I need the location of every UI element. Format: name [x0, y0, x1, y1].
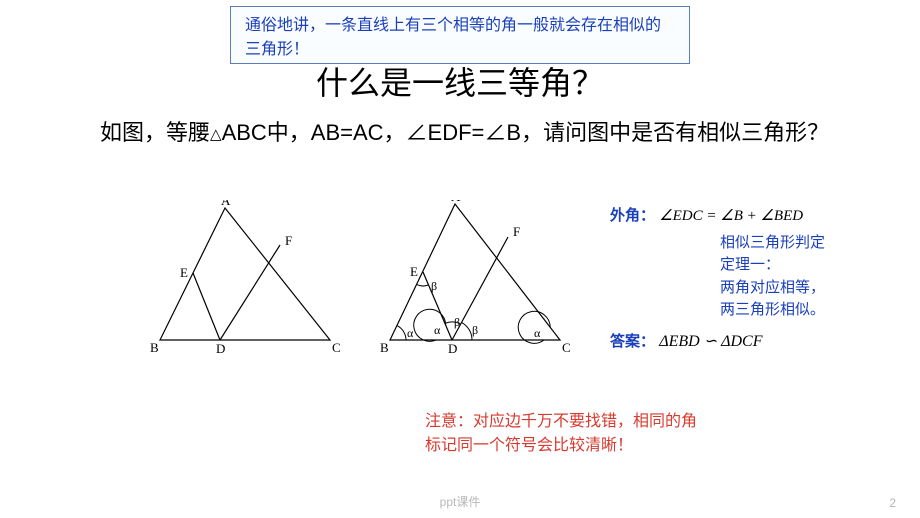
svg-text:F: F: [513, 224, 520, 239]
body-prefix: 如图，等腰: [100, 120, 210, 145]
svg-text:B: B: [380, 340, 389, 355]
figure-2: A B C D E F α α α β β β: [380, 200, 571, 356]
svg-text:F: F: [285, 233, 292, 248]
top-banner: 通俗地讲，一条直线上有三个相等的角一般就会存在相似的三角形！: [230, 6, 690, 64]
answer-line: 答案： ΔEBD ∽ ΔDCF: [610, 330, 825, 354]
svg-text:β: β: [431, 279, 437, 293]
svg-text:β: β: [472, 323, 478, 337]
slide: 通俗地讲，一条直线上有三个相等的角一般就会存在相似的三角形！ 什么是一线三等角？…: [0, 0, 920, 518]
answer-label: 答案：: [610, 333, 655, 350]
svg-text:A: A: [451, 200, 461, 204]
svg-text:β: β: [454, 315, 460, 329]
triangle-symbol: △: [210, 126, 222, 143]
svg-text:B: B: [150, 340, 159, 355]
theorem-l2: 定理一：: [720, 254, 825, 277]
theorem-block: 相似三角形判定 定理一： 两角对应相等， 两三角形相似。: [720, 232, 825, 322]
ext-equation: ∠EDC = ∠B + ∠BED: [659, 208, 803, 224]
theorem-l1: 相似三角形判定: [720, 232, 825, 255]
theorem-l3: 两角对应相等，: [720, 277, 825, 300]
svg-text:D: D: [216, 341, 225, 356]
svg-text:E: E: [180, 265, 188, 280]
figure-1: A B C D E F: [150, 200, 341, 356]
answer-equation: ΔEBD ∽ ΔDCF: [659, 333, 762, 350]
theorem-l4: 两三角形相似。: [720, 299, 825, 322]
page-number: 2: [889, 496, 896, 510]
svg-text:A: A: [221, 200, 231, 208]
figures: A B C D E F A B C: [150, 200, 600, 380]
footer: ppt课件: [440, 493, 481, 510]
svg-text:D: D: [448, 341, 457, 356]
note-l1: 注意：对应边千万不要找错，相同的角: [425, 410, 697, 434]
svg-text:C: C: [562, 340, 571, 355]
svg-text:α: α: [534, 326, 541, 340]
svg-text:α: α: [434, 323, 441, 337]
body-suffix: ABC中，AB=AC，∠EDF=∠B，请问图中是否有相似三角形？: [222, 120, 830, 145]
exterior-angle-line: 外角： ∠EDC = ∠B + ∠BED: [610, 205, 825, 228]
main-title: 什么是一线三等角？: [316, 58, 604, 104]
note-block: 注意：对应边千万不要找错，相同的角 标记同一个符号会比较清晰！: [425, 410, 697, 458]
ext-label: 外角：: [610, 207, 655, 224]
body-text: 如图，等腰△ABC中，AB=AC，∠EDF=∠B，请问图中是否有相似三角形？: [100, 118, 830, 149]
svg-text:E: E: [410, 264, 418, 279]
note-l2: 标记同一个符号会比较清晰！: [425, 434, 697, 458]
svg-text:C: C: [332, 340, 341, 355]
right-annotations: 外角： ∠EDC = ∠B + ∠BED 相似三角形判定 定理一： 两角对应相等…: [610, 205, 825, 354]
svg-text:α: α: [407, 326, 414, 340]
figures-svg: A B C D E F A B C: [150, 200, 600, 380]
